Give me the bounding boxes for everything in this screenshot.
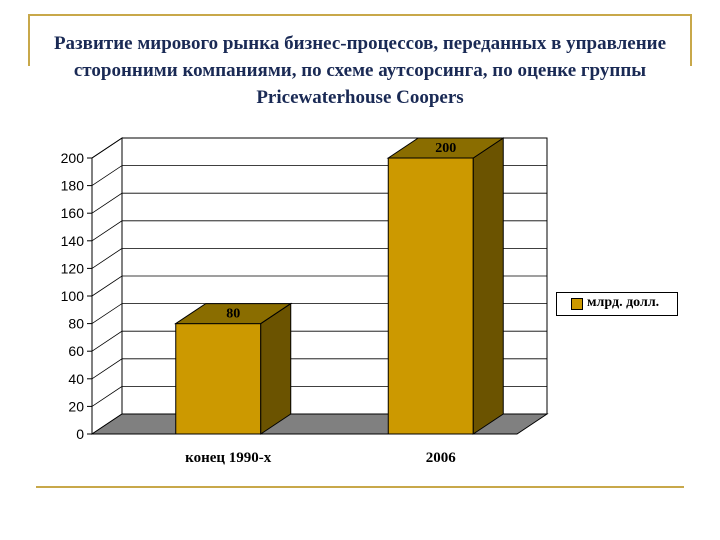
y-tick-label: 100 [61, 288, 85, 304]
frame-top-line [28, 14, 692, 16]
y-tick-label: 160 [61, 205, 85, 221]
y-tick-label: 80 [68, 316, 84, 332]
gridline [91, 137, 547, 159]
slide-title: Развитие мирового рынка бизнес-процессов… [53, 33, 667, 108]
bar-side [472, 137, 504, 435]
y-tick-label: 60 [68, 343, 84, 359]
y-tick-label: 120 [61, 260, 85, 276]
y-tick-label: 200 [61, 150, 85, 166]
data-label: 80 [226, 307, 240, 322]
x-category-label: конец 1990-х [185, 450, 272, 466]
x-category-label: 2006 [426, 450, 457, 466]
bar-front [175, 323, 262, 435]
legend-label: млрд. долл. [587, 295, 660, 310]
y-tick-label: 20 [68, 398, 84, 414]
chart-legend: млрд. долл. [556, 292, 678, 316]
frame-bottom-line [36, 486, 684, 488]
legend-swatch [571, 298, 583, 310]
bar-top [386, 137, 505, 159]
bar-top [174, 303, 293, 325]
bar-front [387, 157, 474, 435]
y-tick-label: 40 [68, 371, 84, 387]
bar-side [260, 302, 292, 435]
y-tick-label: 140 [61, 233, 85, 249]
y-tick-label: 0 [76, 426, 84, 442]
frame-left-line [28, 14, 30, 66]
data-label: 200 [435, 141, 456, 156]
frame-right-line [690, 14, 692, 66]
y-tick-label: 180 [61, 178, 85, 194]
